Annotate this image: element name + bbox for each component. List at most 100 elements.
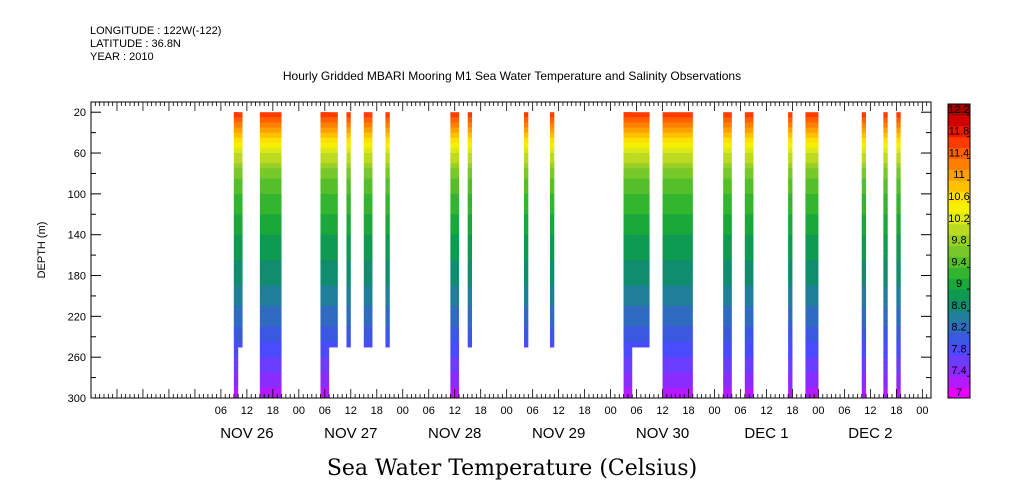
data-cell xyxy=(320,204,330,210)
data-cell xyxy=(385,198,390,205)
data-cell xyxy=(363,265,373,271)
data-cell xyxy=(861,301,867,307)
data-cell xyxy=(523,209,529,215)
data-cell xyxy=(385,295,390,302)
data-cell xyxy=(623,229,633,236)
data-cell xyxy=(896,280,901,287)
data-cell xyxy=(233,382,239,389)
data-cell xyxy=(883,260,888,266)
data-cell xyxy=(623,209,633,215)
data-cell xyxy=(805,239,819,246)
data-cell xyxy=(259,346,282,353)
data-cell xyxy=(662,382,693,389)
data-cell xyxy=(233,367,239,373)
data-cell xyxy=(883,112,888,118)
data-cell xyxy=(467,301,473,307)
data-cell xyxy=(788,224,793,231)
data-cell xyxy=(883,331,888,338)
data-cell xyxy=(523,250,529,256)
data-cell xyxy=(723,250,732,256)
data-cell xyxy=(788,188,793,195)
data-cell xyxy=(450,367,460,373)
data-cell xyxy=(662,392,693,399)
data-cell xyxy=(233,306,239,312)
data-cell xyxy=(623,163,650,169)
data-cell xyxy=(883,295,888,302)
data-cell xyxy=(623,153,633,159)
data-cell xyxy=(523,224,529,231)
data-cell xyxy=(883,352,888,358)
data-cell xyxy=(259,142,282,149)
data-cell xyxy=(385,163,390,169)
data-cell xyxy=(233,204,239,210)
data-cell xyxy=(861,250,867,256)
data-cell xyxy=(523,163,529,169)
data-cell xyxy=(346,250,351,256)
data-cell xyxy=(346,280,351,287)
data-cell xyxy=(883,357,888,363)
x-tick-label: 06 xyxy=(319,405,331,417)
day-label: DEC 2 xyxy=(848,425,892,442)
data-cell xyxy=(788,229,793,236)
data-cell xyxy=(662,142,693,149)
data-cell xyxy=(623,280,650,287)
data-cell xyxy=(233,219,239,225)
data-cell xyxy=(320,382,330,389)
data-cell xyxy=(549,122,555,129)
data-cell xyxy=(320,341,330,348)
data-cell xyxy=(861,153,867,159)
data-cell xyxy=(450,142,460,149)
data-cell xyxy=(320,331,330,338)
data-cell xyxy=(363,250,373,256)
segment-1 xyxy=(259,112,282,399)
data-cell xyxy=(623,336,650,343)
data-cell xyxy=(450,275,460,282)
data-cell xyxy=(883,306,888,312)
data-cell xyxy=(523,316,529,322)
data-cell xyxy=(623,362,633,368)
data-cell xyxy=(233,285,239,292)
data-cell xyxy=(861,377,867,384)
data-cell xyxy=(346,275,351,282)
segment-9 xyxy=(549,112,555,348)
data-cell xyxy=(320,260,330,266)
data-cell xyxy=(346,260,351,266)
data-cell xyxy=(450,265,460,271)
data-cell xyxy=(788,321,793,328)
data-cell xyxy=(861,147,867,154)
data-cell xyxy=(523,295,529,302)
data-cell xyxy=(467,250,473,256)
data-cell xyxy=(896,168,901,174)
data-cell xyxy=(788,301,793,307)
data-cell xyxy=(346,234,351,241)
data-cell xyxy=(883,193,888,200)
data-cell xyxy=(861,198,867,205)
colorbar-tick-label: 9 xyxy=(956,278,962,290)
data-cell xyxy=(385,173,390,180)
data-cell xyxy=(523,260,529,266)
data-cell xyxy=(346,158,351,164)
data-cell xyxy=(385,219,390,225)
data-cell xyxy=(363,193,373,200)
y-tick-label: 180 xyxy=(68,271,86,283)
data-cell xyxy=(320,357,330,363)
data-cell xyxy=(259,147,282,154)
data-cell xyxy=(723,336,732,343)
data-cell xyxy=(662,244,693,251)
x-tick-label: 00 xyxy=(501,405,513,417)
data-cell xyxy=(233,372,239,379)
data-cell xyxy=(467,132,473,139)
data-cell xyxy=(883,188,888,195)
colorbar-tick-label: 11.4 xyxy=(949,147,970,159)
data-cell xyxy=(549,316,555,322)
data-cell xyxy=(883,316,888,322)
segment-16 xyxy=(861,112,867,399)
data-cell xyxy=(467,244,473,251)
data-cell xyxy=(385,290,390,297)
data-cell xyxy=(896,331,901,338)
data-cell xyxy=(662,229,693,236)
data-cell xyxy=(805,193,819,200)
data-cell xyxy=(623,188,633,195)
data-cell xyxy=(623,239,633,246)
data-cell xyxy=(549,275,555,282)
